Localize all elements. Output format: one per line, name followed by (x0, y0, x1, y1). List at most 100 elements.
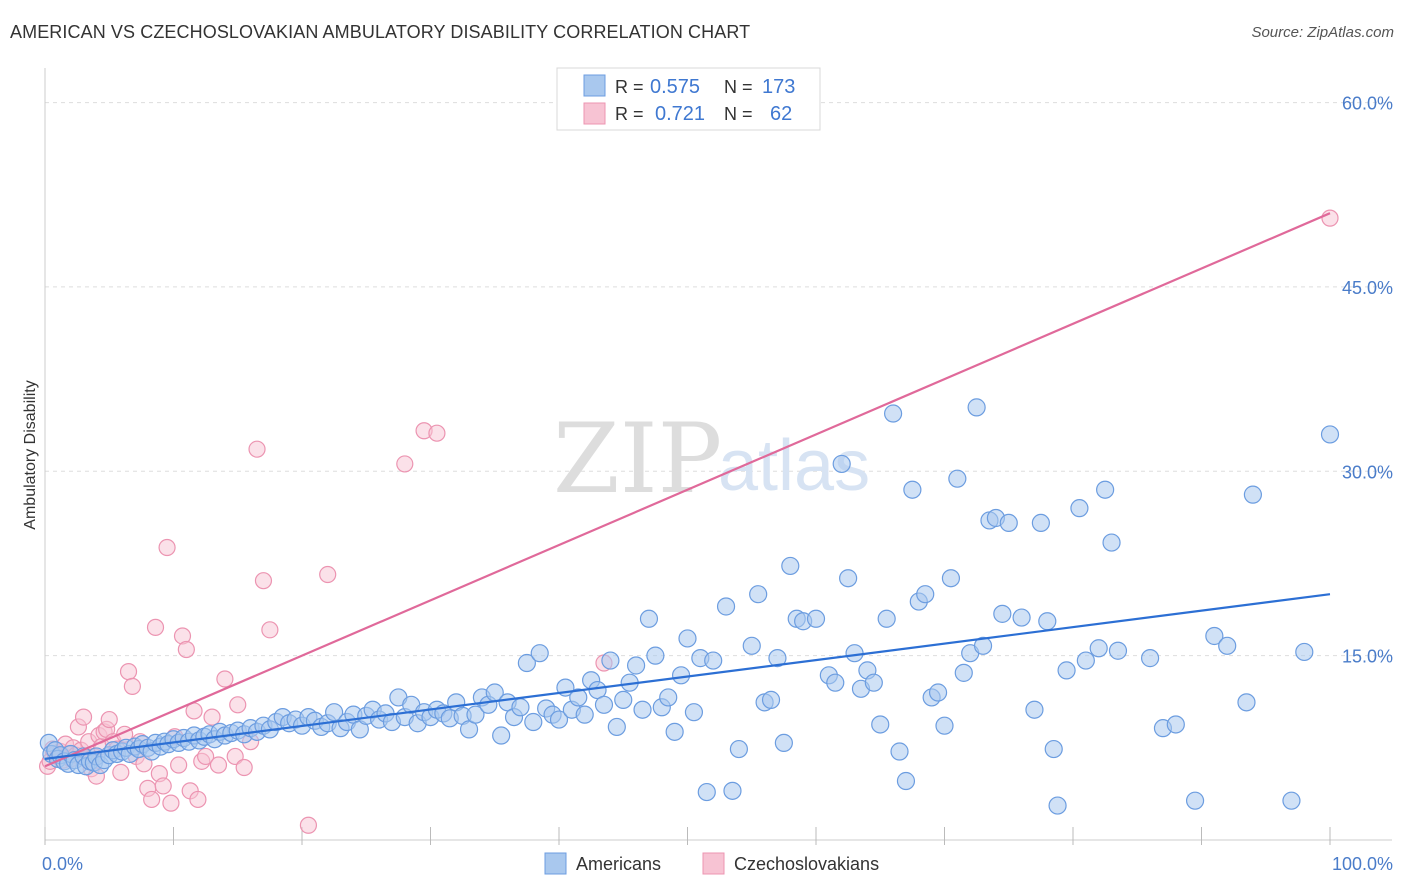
american-point (530, 644, 549, 663)
axes (44, 68, 1392, 845)
czech-point (216, 670, 234, 688)
watermark: ZIP atlas (553, 403, 870, 515)
american-point (569, 688, 588, 707)
y-tick-label: 30.0% (1342, 462, 1393, 482)
czech-point (254, 572, 273, 590)
american-point (1038, 612, 1057, 631)
american-point (845, 644, 864, 663)
czech-point (396, 455, 414, 473)
czech-trend-line (44, 212, 1331, 768)
x-tick-labels: 0.0% 100.0% (42, 854, 1393, 874)
y-tick-label: 15.0% (1342, 647, 1393, 667)
watermark-zip: ZIP (553, 403, 722, 515)
czech-point (197, 747, 215, 766)
american-point (877, 609, 896, 628)
american-point (954, 663, 973, 682)
american-point (864, 673, 883, 692)
legend-swatch-czechoslovakians (583, 102, 606, 125)
legend-czech-n-label: N = (724, 104, 753, 124)
american-point (916, 585, 935, 604)
american-point (1096, 480, 1115, 499)
bottom-legend-swatch-czechoslovakians (702, 852, 725, 875)
czech-point (158, 538, 176, 557)
czech-point (119, 663, 138, 681)
legend-swatch-americans (583, 74, 606, 97)
american-point (704, 651, 723, 670)
czech-point (299, 816, 318, 834)
czech-point (235, 758, 253, 777)
american-point (729, 739, 749, 759)
czech-point (248, 440, 266, 458)
czech-point (319, 565, 337, 584)
american-point (1048, 796, 1067, 815)
legend: R = 0.575 N = 173 R = 0.721 N = 62 (556, 67, 821, 131)
american-point (806, 609, 826, 628)
czech-point (189, 790, 207, 809)
x-tick-label: 100.0% (1332, 854, 1393, 874)
american-point (716, 597, 736, 616)
american-point (839, 569, 858, 588)
y-tick-labels: 15.0% 30.0% 45.0% 60.0% (1342, 94, 1393, 667)
american-point (614, 690, 633, 709)
bottom-legend-swatch-americans (544, 852, 567, 875)
legend-czech-n-value: 62 (770, 103, 792, 125)
american-point (325, 703, 344, 722)
american-point (684, 703, 704, 722)
american-point (1057, 661, 1076, 680)
czech-point (123, 677, 141, 695)
american-point (678, 629, 697, 648)
american-point (607, 717, 626, 737)
american-point (697, 782, 716, 802)
czech-point (203, 708, 221, 726)
american-point (993, 604, 1012, 623)
legend-americans-r-value: 0.575 (650, 76, 700, 98)
american-point (723, 781, 742, 800)
american-point (633, 700, 652, 719)
american-point (941, 569, 961, 588)
american-point (594, 695, 614, 714)
american-point (761, 690, 781, 709)
american-point (671, 666, 691, 685)
bottom-legend-czechoslovakians: Czechoslovakians (734, 854, 879, 874)
american-point (659, 688, 678, 707)
y-tick-label: 45.0% (1342, 278, 1393, 298)
bottom-legend-americans: Americans (576, 854, 661, 874)
american-point (575, 705, 594, 724)
american-point (639, 609, 659, 628)
czech-point (226, 747, 244, 766)
czech-point (112, 763, 130, 782)
legend-czech-r-label: R = (615, 104, 644, 124)
american-point (742, 636, 761, 655)
american-point (511, 698, 530, 717)
legend-americans-n-label: N = (724, 77, 753, 97)
legend-americans-r-label: R = (615, 77, 644, 97)
american-point (1243, 485, 1263, 504)
american-point (774, 733, 793, 753)
czech-point (154, 777, 172, 795)
american-point (826, 673, 845, 692)
american-point (890, 742, 909, 761)
czech-point (209, 756, 228, 774)
y-axis-label: Ambulatory Disability (22, 380, 39, 529)
american-point (665, 722, 684, 741)
american-point (935, 716, 954, 735)
american-point (549, 710, 569, 729)
american-point (1076, 651, 1095, 670)
american-point (1012, 608, 1031, 627)
american-point (948, 469, 967, 488)
czech-point (162, 794, 180, 812)
american-point (768, 649, 787, 668)
american-point (896, 771, 916, 791)
czech-point (146, 618, 165, 636)
american-point (749, 585, 768, 604)
czech-point (428, 424, 446, 442)
legend-czech-r-value: 0.721 (655, 103, 705, 125)
american-point (1320, 425, 1340, 444)
american-point (492, 726, 511, 745)
american-point (1185, 791, 1205, 810)
american-point (1140, 649, 1160, 668)
american-point (928, 683, 948, 702)
czech-point (170, 756, 188, 774)
source-label: Source: ZipAtlas.com (1251, 24, 1394, 41)
